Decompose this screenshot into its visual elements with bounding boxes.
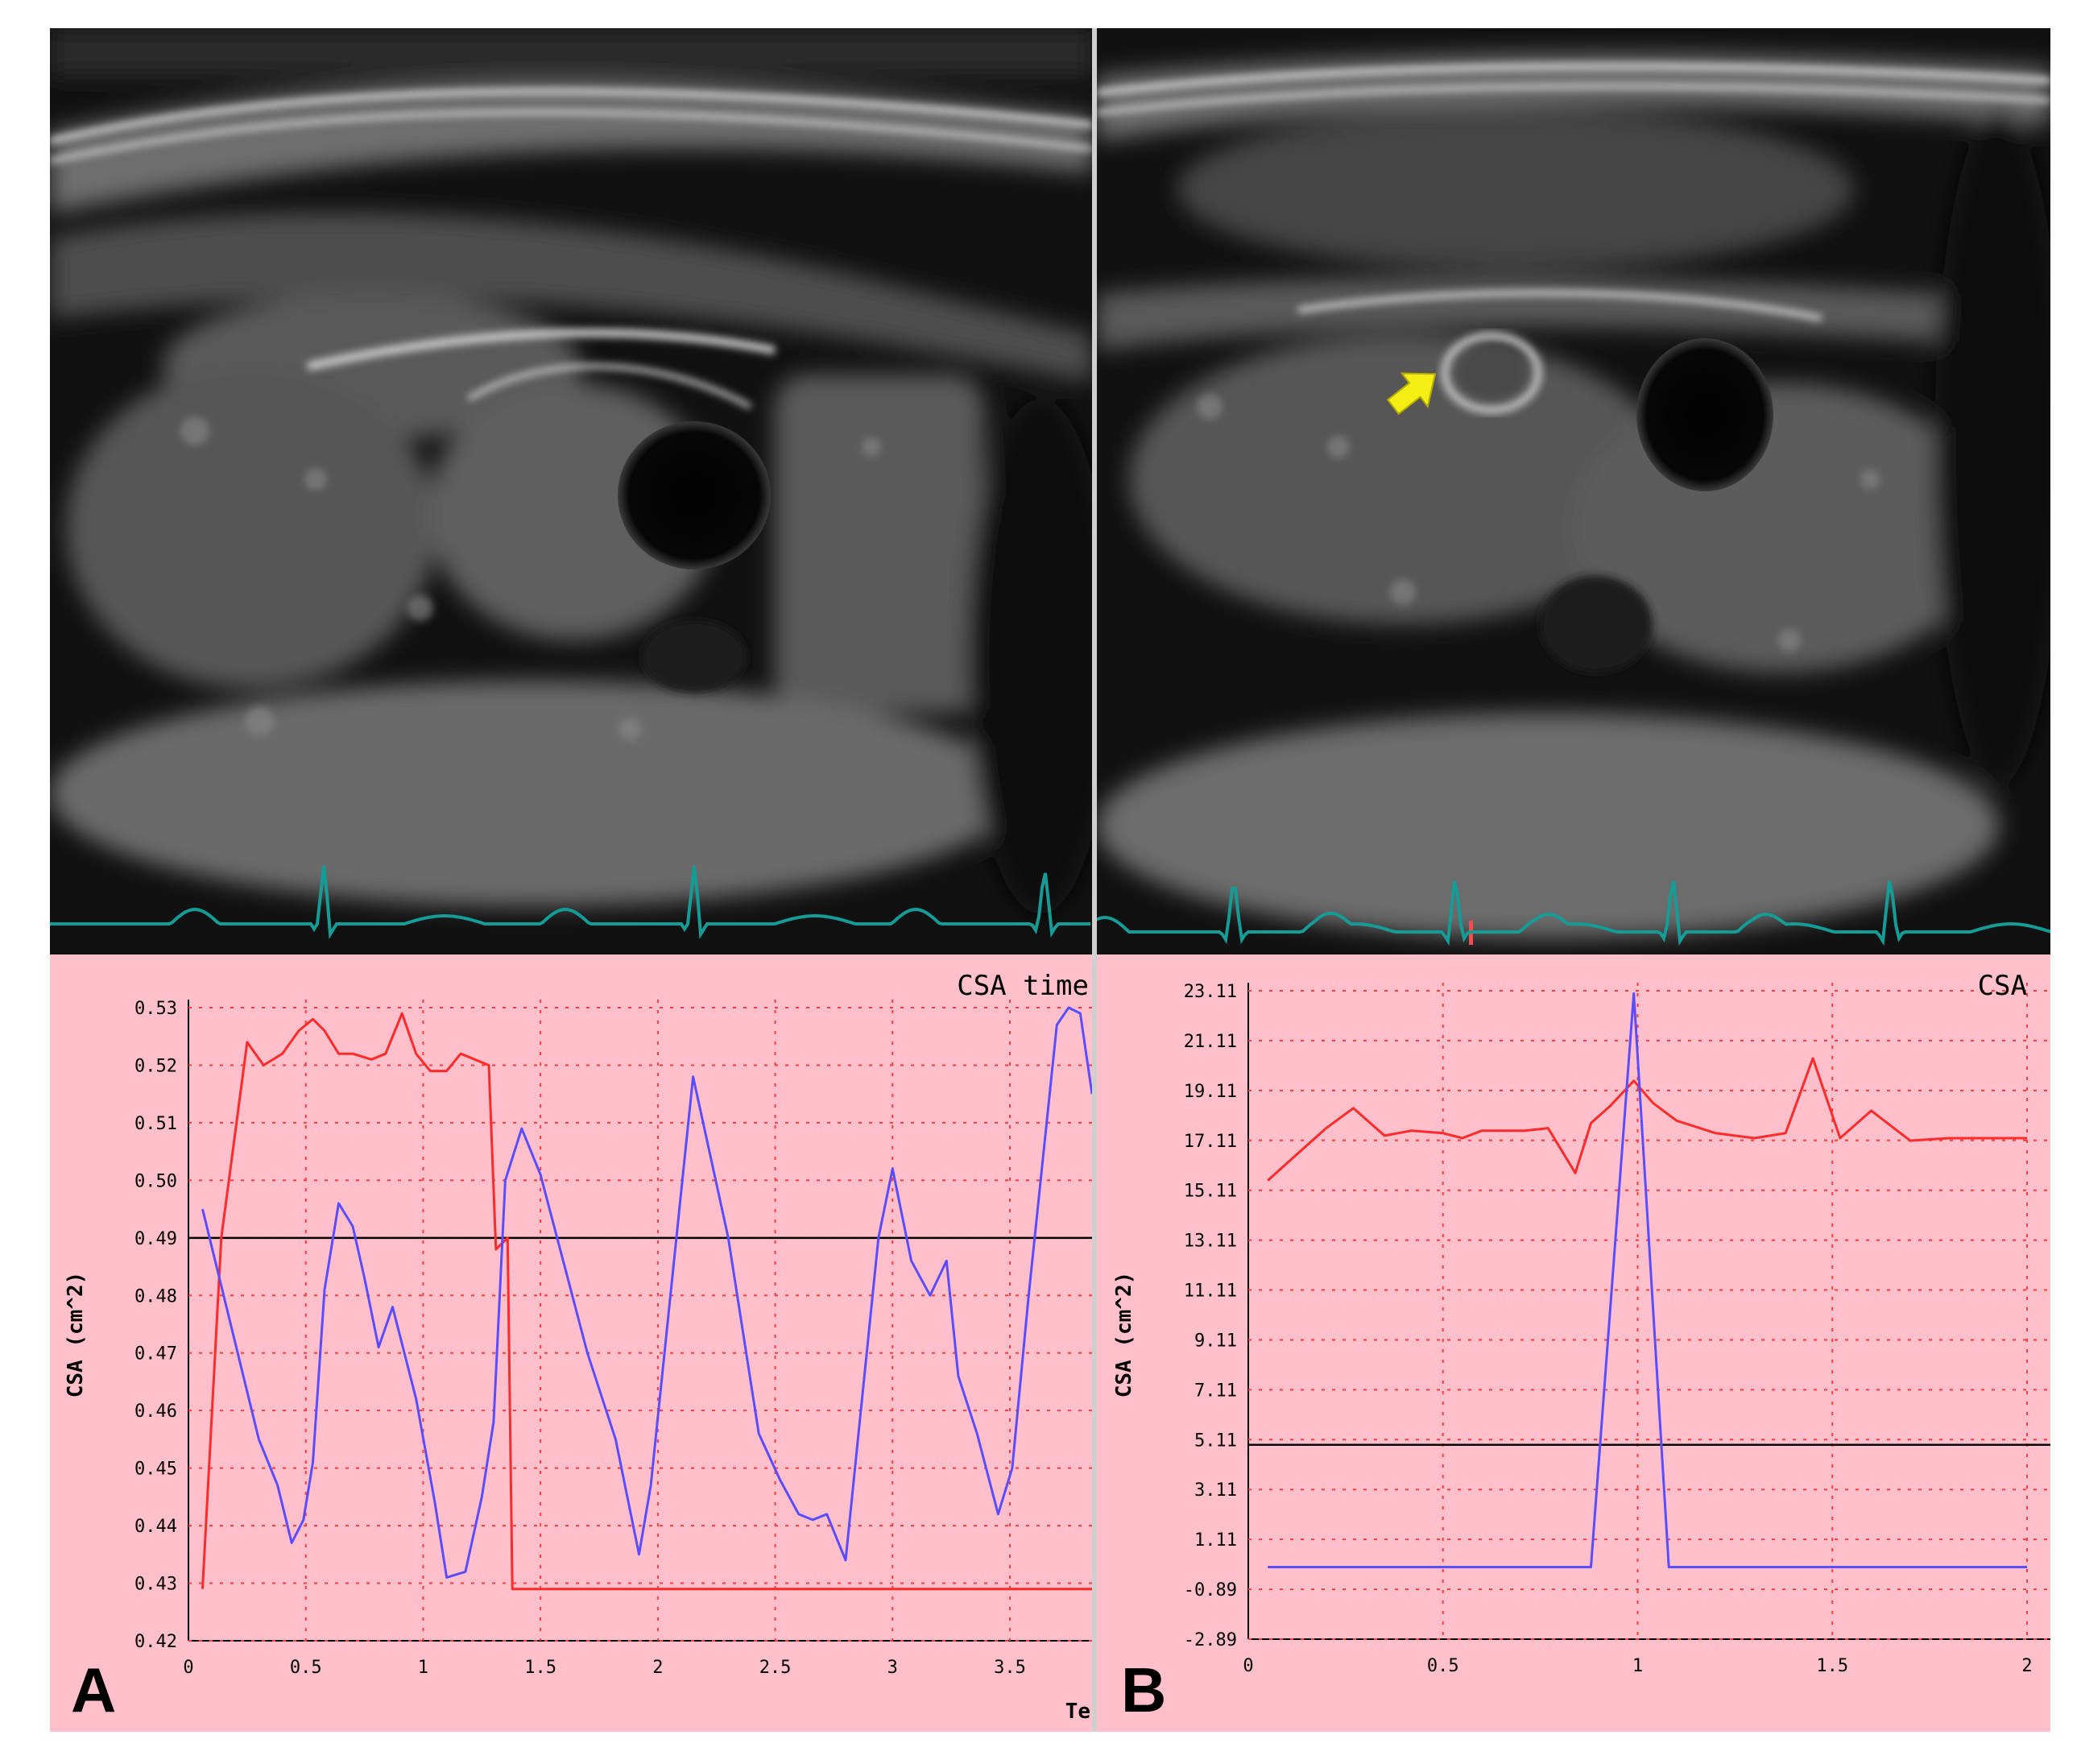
chart-a-ylabel: CSA (cm^2) [64, 1272, 88, 1398]
y-tick-label: 0.43 [134, 1575, 177, 1595]
y-tick-label: 5.11 [1194, 1431, 1237, 1451]
x-tick-label: 0 [1243, 1656, 1253, 1676]
y-tick-label: 11.11 [1184, 1282, 1237, 1302]
chart-b-ylabel: CSA (cm^2) [1112, 1272, 1136, 1398]
red-series-line [1267, 1057, 2027, 1182]
y-tick-label: 0.52 [134, 1056, 177, 1076]
ultrasound-image-b [1097, 28, 2050, 954]
x-tick-label: 1.5 [1816, 1656, 1848, 1676]
chart-a-xlabel: Te [1065, 1700, 1090, 1724]
x-tick-label: 1 [418, 1658, 428, 1678]
ecg-trace-a [50, 865, 1090, 939]
blue-series-line [1268, 992, 2027, 1568]
chart-b-title: CSA [1978, 970, 2027, 1002]
y-tick-label: 0.42 [134, 1632, 177, 1652]
y-tick-label: 0.49 [134, 1229, 177, 1249]
y-tick-label: 0.44 [134, 1517, 177, 1537]
y-tick-label: 17.11 [1184, 1132, 1237, 1152]
y-tick-label: -0.89 [1184, 1580, 1237, 1600]
chart-b-plot: 23.1121.1119.1117.1115.1113.1111.119.117… [1112, 970, 2050, 1676]
y-tick-label: 0.45 [134, 1460, 177, 1480]
y-tick-label: 23.11 [1184, 982, 1237, 1002]
x-tick-label: 1.5 [524, 1658, 556, 1678]
y-tick-label: 7.11 [1194, 1381, 1237, 1401]
chart-a-plot: 0.420.430.440.450.460.470.480.490.500.51… [64, 970, 1092, 1724]
y-tick-label: 21.11 [1184, 1032, 1237, 1052]
y-tick-label: 13.11 [1184, 1232, 1237, 1252]
x-tick-label: 3 [887, 1658, 898, 1678]
chart-b: 23.11 21.11 19.11 17.11 15.11 13.11 11.11 9.11 7… [1097, 954, 2050, 1732]
chart-a-title: CSA time [957, 970, 1089, 1002]
y-tick-label: 19.11 [1184, 1082, 1237, 1102]
y-tick-label: 0.46 [134, 1402, 177, 1422]
y-tick-label: 0.47 [134, 1344, 177, 1364]
y-tick-label: 0.50 [134, 1171, 177, 1191]
y-tick-label: -2.89 [1184, 1630, 1237, 1650]
panel-label-a: A [71, 1654, 117, 1725]
red-series-line [201, 1012, 1092, 1591]
y-tick-label: 0.53 [134, 999, 177, 1019]
x-tick-label: 0.5 [290, 1658, 322, 1678]
ultrasound-image-a [50, 28, 1092, 954]
x-tick-label: 2.5 [759, 1658, 792, 1678]
x-tick-label: 3.5 [994, 1658, 1026, 1678]
arrow-up-right-icon [1386, 372, 1437, 416]
y-tick-label: 0.48 [134, 1286, 177, 1306]
panel-divider [1092, 28, 1097, 1732]
panel-label-b: B [1121, 1654, 1167, 1725]
x-tick-label: 2 [652, 1658, 663, 1678]
blue-series-line [201, 1006, 1092, 1579]
x-tick-label: 0.5 [1427, 1656, 1459, 1676]
ecg-trace-b [1097, 880, 2050, 946]
y-tick-label: 0.51 [134, 1114, 177, 1134]
y-tick-label: 15.11 [1184, 1182, 1237, 1202]
y-tick-label: 1.11 [1194, 1530, 1237, 1551]
x-tick-label: 0 [183, 1658, 193, 1678]
x-tick-label: 1 [1632, 1656, 1643, 1676]
chart-a: 0.42 0.43 0.44 0.45 0.46 0.47 0.48 0.49 0.50 0.51… [50, 954, 1092, 1732]
x-tick-label: 2 [2021, 1656, 2032, 1676]
y-tick-label: 3.11 [1194, 1480, 1237, 1501]
y-tick-label: 9.11 [1194, 1331, 1237, 1351]
